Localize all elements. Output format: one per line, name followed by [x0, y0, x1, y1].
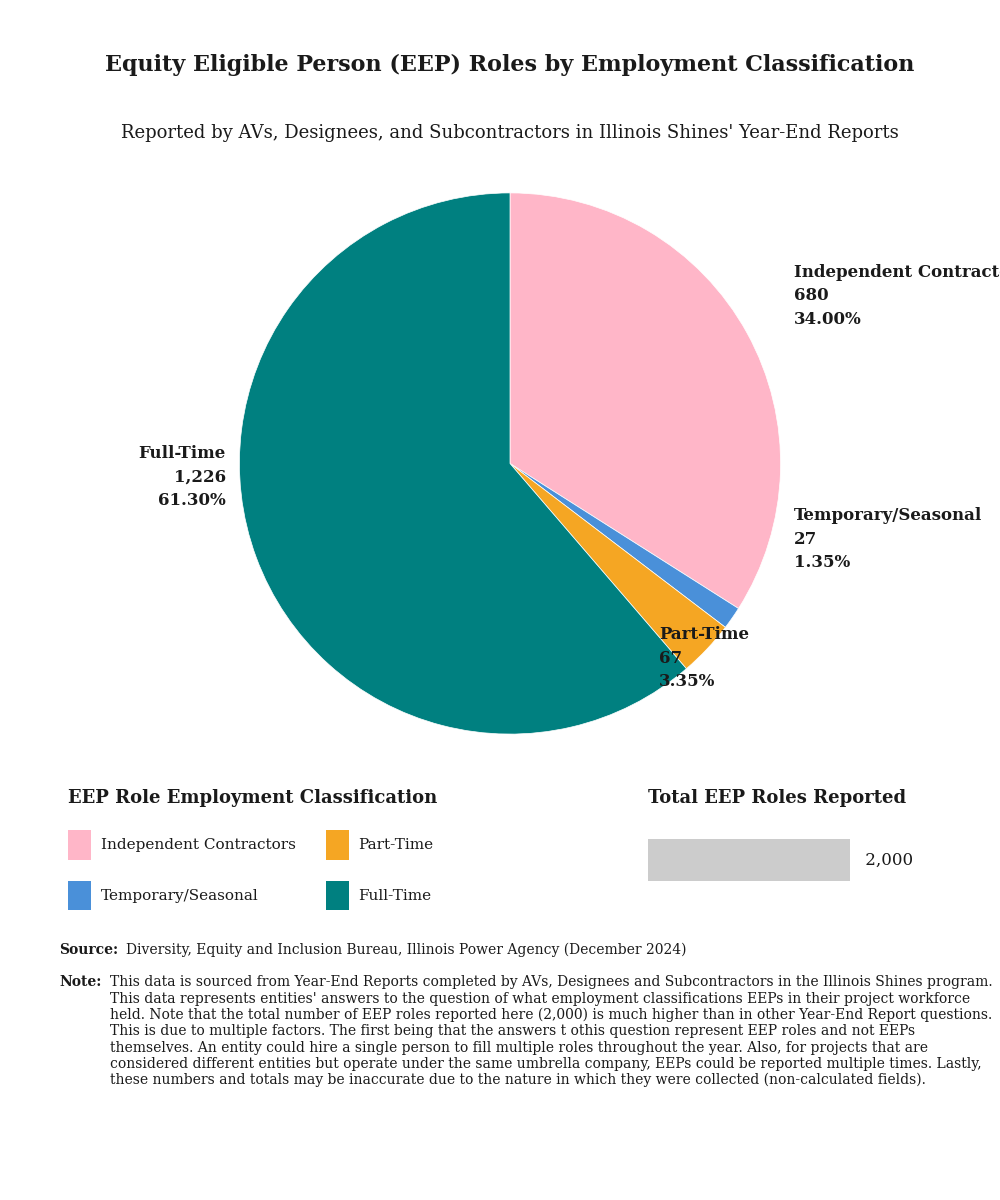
FancyBboxPatch shape: [68, 830, 91, 860]
Text: Note:: Note:: [59, 976, 102, 989]
Text: Diversity, Equity and Inclusion Bureau, Illinois Power Agency (December 2024): Diversity, Equity and Inclusion Bureau, …: [126, 943, 687, 958]
FancyBboxPatch shape: [326, 881, 349, 911]
FancyBboxPatch shape: [68, 881, 91, 911]
FancyBboxPatch shape: [648, 839, 850, 881]
Text: Equity Eligible Person (EEP) Roles by Employment Classification: Equity Eligible Person (EEP) Roles by Em…: [105, 54, 915, 76]
Text: Part-Time: Part-Time: [358, 838, 433, 852]
Text: Source:: Source:: [59, 943, 118, 956]
Text: EEP Role Employment Classification: EEP Role Employment Classification: [68, 788, 438, 806]
Wedge shape: [510, 463, 738, 628]
Text: Full-Time
1,226
61.30%: Full-Time 1,226 61.30%: [139, 445, 226, 509]
Text: Total EEP Roles Reported: Total EEP Roles Reported: [648, 788, 906, 806]
Text: Temporary/Seasonal: Temporary/Seasonal: [101, 888, 258, 902]
Text: Independent Contractors
680
34.00%: Independent Contractors 680 34.00%: [794, 264, 1000, 328]
Text: Independent Contractors: Independent Contractors: [101, 838, 295, 852]
Text: Temporary/Seasonal
27
1.35%: Temporary/Seasonal 27 1.35%: [794, 508, 982, 571]
Text: Full-Time: Full-Time: [358, 888, 431, 902]
FancyBboxPatch shape: [326, 830, 349, 860]
Wedge shape: [239, 193, 686, 734]
Wedge shape: [510, 193, 781, 608]
Wedge shape: [510, 463, 725, 668]
Text: Reported by AVs, Designees, and Subcontractors in Illinois Shines' Year-End Repo: Reported by AVs, Designees, and Subcontr…: [121, 124, 899, 142]
Text: This data is sourced from Year-End Reports completed by AVs, Designees and Subco: This data is sourced from Year-End Repor…: [110, 976, 992, 1087]
Text: Part-Time
67
3.35%: Part-Time 67 3.35%: [659, 626, 749, 690]
Text: 2,000: 2,000: [860, 852, 913, 869]
